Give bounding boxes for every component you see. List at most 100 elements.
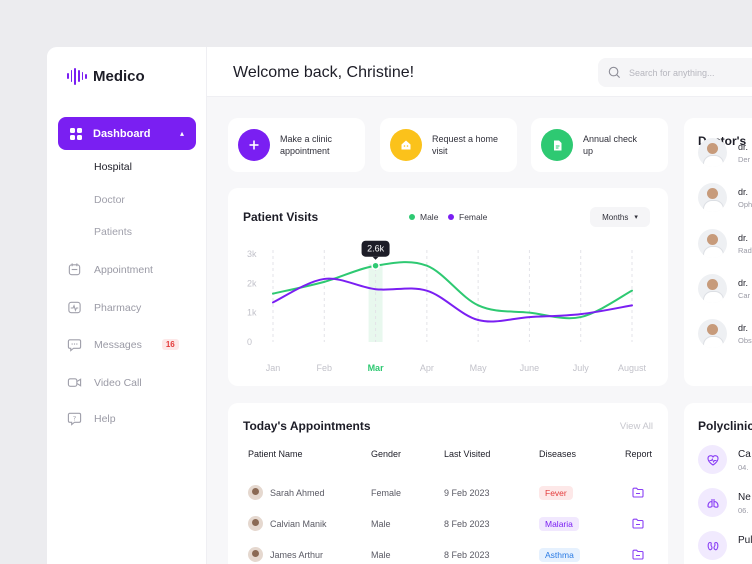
search-input[interactable]: Search for anything... <box>598 58 752 87</box>
polyclinic-card: Polyclinic Ca 04. Ne 06. Pul <box>684 403 752 564</box>
topbar: Welcome back, Christine! Search for anyt… <box>207 47 752 97</box>
logo[interactable]: Medico <box>67 67 145 85</box>
app-name: Medico <box>93 67 145 85</box>
logo-wave-icon <box>67 67 88 85</box>
column-header-report: Report <box>625 449 653 459</box>
quick-action-label: Request a home visit <box>432 133 499 156</box>
last-visited-cell: 8 Feb 2023 <box>444 550 490 560</box>
home-icon <box>390 129 422 161</box>
highlight-column <box>368 264 383 342</box>
messages-count-badge: 16 <box>161 339 179 350</box>
make-appointment-button[interactable]: Make a clinic appointment <box>228 118 365 172</box>
doctor-specialty: Car <box>738 291 751 300</box>
heart-icon <box>698 445 727 474</box>
sidebar-item-pharmacy[interactable]: Pharmacy <box>67 300 141 315</box>
sidebar-item-help[interactable]: ? Help <box>67 411 116 426</box>
disease-badge: Fever <box>539 486 573 500</box>
x-tick-label: July <box>573 363 590 373</box>
pulse-icon <box>68 301 81 314</box>
y-tick-label: 1k <box>247 308 257 318</box>
doctor-name: dr. <box>738 278 749 288</box>
disease-cell: Fever <box>539 486 573 500</box>
annual-checkup-button[interactable]: Annual check up <box>531 118 668 172</box>
series-line-female <box>272 277 633 323</box>
legend-male[interactable]: Male <box>409 212 438 222</box>
patient-cell: James Arthur <box>248 547 323 562</box>
column-header-gender: Gender <box>371 449 402 459</box>
chart-title: Patient Visits <box>243 210 319 224</box>
sidebar-item-messages[interactable]: Messages 16 <box>67 337 179 352</box>
sidebar-item-label: Appointment <box>94 263 153 276</box>
polyclinic-subtext: 04. <box>738 463 749 472</box>
sidebar-subitem-doctor[interactable]: Doctor <box>94 194 125 206</box>
doctor-avatar <box>698 274 727 303</box>
x-tick-label: Feb <box>317 363 333 373</box>
lungs-icon <box>698 488 727 517</box>
sidebar-subitem-patients[interactable]: Patients <box>94 226 132 238</box>
avatar <box>248 547 263 562</box>
request-home-visit-button[interactable]: Request a home visit <box>380 118 517 172</box>
disease-cell: Asthma <box>539 548 580 562</box>
legend-female[interactable]: Female <box>448 212 487 222</box>
x-tick-label: Apr <box>420 363 434 373</box>
period-dropdown[interactable]: Months ▾ <box>590 207 650 227</box>
polyclinic-name: Ne <box>738 492 751 503</box>
sidebar-item-label: Video Call <box>94 376 142 389</box>
disease-badge: Malaria <box>539 517 579 531</box>
x-tick-label: May <box>470 363 488 373</box>
avatar <box>248 485 263 500</box>
chat-icon <box>67 339 82 352</box>
legend-dot-female <box>448 214 454 220</box>
quick-action-label: Annual check up <box>583 133 638 156</box>
series-line-male <box>272 261 633 320</box>
sidebar-subitem-hospital[interactable]: Hospital <box>94 161 132 173</box>
calendar-icon <box>68 263 81 276</box>
patient-cell: Sarah Ahmed <box>248 485 325 500</box>
welcome-heading: Welcome back, Christine! <box>233 64 415 81</box>
doctor-specialty: Der <box>738 155 751 164</box>
doctor-name: dr. <box>738 142 749 152</box>
sidebar-item-label: Help <box>94 412 116 425</box>
legend-dot-male <box>409 214 415 220</box>
column-header-diseases: Diseases <box>539 449 577 459</box>
gender-cell: Male <box>371 519 391 529</box>
tooltip-arrow <box>372 256 379 260</box>
report-folder-icon[interactable] <box>632 518 644 529</box>
doctor-avatar <box>698 229 727 258</box>
y-tick-label: 3k <box>247 249 257 259</box>
y-tick-label: 2k <box>247 278 257 288</box>
video-icon <box>67 378 82 387</box>
sidebar-item-video-call[interactable]: Video Call <box>67 375 142 390</box>
chevron-down-icon: ▾ <box>634 214 638 221</box>
disease-badge: Asthma <box>539 548 580 562</box>
y-tick-label: 0 <box>247 337 252 347</box>
polyclinic-title: Polyclinic <box>698 419 752 433</box>
report-folder-icon[interactable] <box>632 487 644 498</box>
gender-cell: Female <box>371 488 402 498</box>
last-visited-cell: 9 Feb 2023 <box>444 488 490 498</box>
x-tick-label: June <box>520 363 540 373</box>
appointments-title: Today's Appointments <box>243 419 371 433</box>
doctor-specialty: Oph <box>738 200 752 209</box>
svg-text:?: ? <box>73 414 77 422</box>
disease-cell: Malaria <box>539 517 579 531</box>
x-tick-label: Jan <box>266 363 281 373</box>
report-folder-icon[interactable] <box>632 549 644 560</box>
sidebar: Medico Dashboard ▴ Hospital Doctor Patie… <box>47 47 207 564</box>
sidebar-item-label: Dashboard <box>93 127 151 140</box>
column-header-patient: Patient Name <box>248 449 303 459</box>
sidebar-item-label: Messages <box>94 338 142 351</box>
chevron-up-icon: ▴ <box>179 129 184 138</box>
view-all-link[interactable]: View All <box>619 421 653 432</box>
polyclinic-name: Pul <box>738 535 752 546</box>
sidebar-item-dashboard[interactable]: Dashboard ▴ <box>58 117 196 150</box>
app-window: Medico Dashboard ▴ Hospital Doctor Patie… <box>47 47 752 564</box>
sidebar-item-appointment[interactable]: Appointment <box>67 262 153 277</box>
dashboard-grid-icon <box>70 127 82 140</box>
last-visited-cell: 8 Feb 2023 <box>444 519 490 529</box>
tooltip-label: 2.6k <box>367 244 385 254</box>
doctor-avatar <box>698 319 727 348</box>
doctor-specialty: Obs <box>738 336 752 345</box>
doctor-specialty: Rad <box>738 246 752 255</box>
visits-chart: 0 1k 2k 3k Jan Feb Mar Apr May June July August 2.6k <box>247 240 647 373</box>
